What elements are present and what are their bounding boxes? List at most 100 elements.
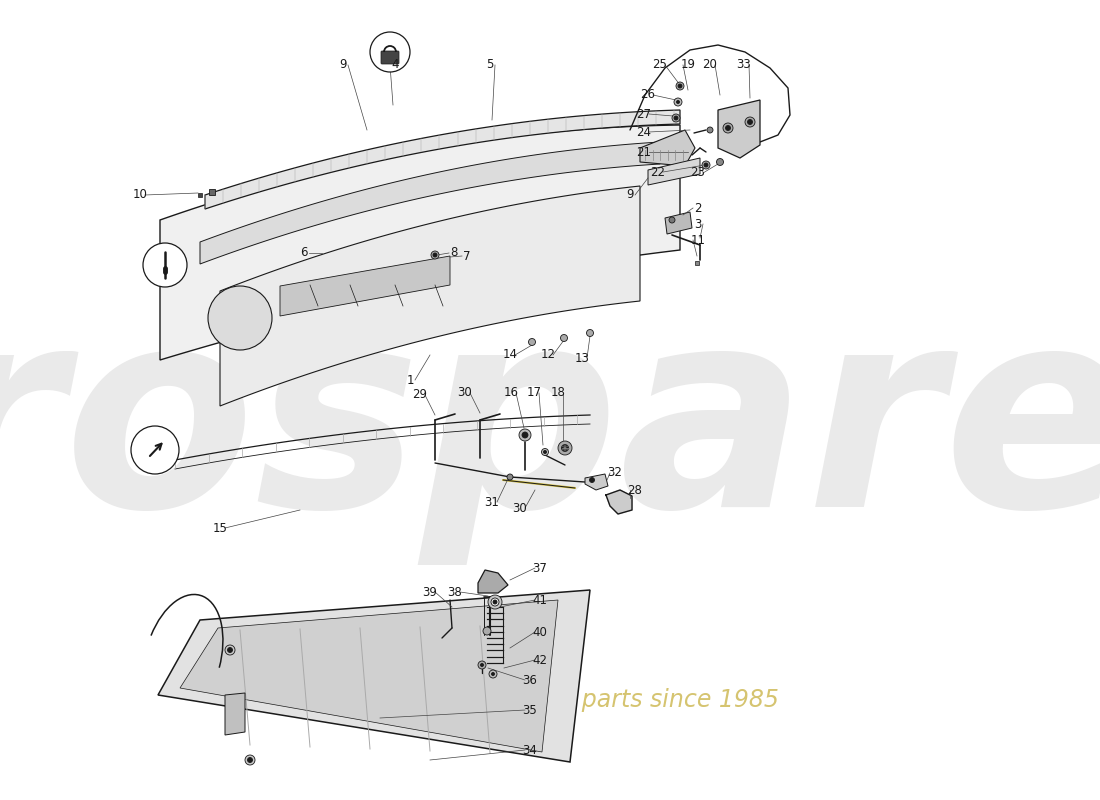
Text: 30: 30 — [513, 502, 527, 514]
Circle shape — [678, 84, 682, 88]
Circle shape — [431, 251, 439, 259]
Circle shape — [228, 647, 232, 653]
Text: 40: 40 — [532, 626, 548, 638]
Polygon shape — [226, 693, 245, 735]
Text: 6: 6 — [300, 246, 308, 259]
Circle shape — [702, 161, 710, 169]
Polygon shape — [280, 256, 450, 316]
Polygon shape — [205, 110, 680, 209]
Circle shape — [704, 163, 708, 167]
Text: a passion for parts since 1985: a passion for parts since 1985 — [421, 688, 779, 712]
Text: 24: 24 — [637, 126, 651, 138]
Text: 7: 7 — [463, 250, 471, 262]
Circle shape — [543, 450, 547, 454]
Circle shape — [370, 32, 410, 72]
Circle shape — [478, 661, 486, 669]
Polygon shape — [585, 474, 608, 490]
Circle shape — [519, 429, 531, 441]
Text: 36: 36 — [522, 674, 538, 686]
Text: 9: 9 — [626, 189, 634, 202]
Circle shape — [245, 755, 255, 765]
Text: 5: 5 — [486, 58, 494, 71]
Circle shape — [541, 449, 549, 455]
Circle shape — [492, 673, 495, 675]
Circle shape — [528, 338, 536, 346]
Circle shape — [131, 426, 179, 474]
Text: 30: 30 — [458, 386, 472, 399]
Circle shape — [488, 595, 502, 609]
Circle shape — [493, 600, 497, 604]
Text: 10: 10 — [133, 189, 147, 202]
Text: 11: 11 — [691, 234, 705, 246]
Circle shape — [490, 670, 497, 678]
Circle shape — [522, 432, 528, 438]
Text: 32: 32 — [607, 466, 623, 479]
Text: 29: 29 — [412, 389, 428, 402]
Text: 23: 23 — [691, 166, 705, 179]
Circle shape — [586, 330, 594, 337]
Polygon shape — [666, 212, 692, 234]
Text: 31: 31 — [485, 495, 499, 509]
Circle shape — [561, 445, 569, 451]
Text: 4: 4 — [392, 58, 398, 71]
Circle shape — [748, 119, 752, 125]
Circle shape — [491, 598, 499, 606]
Circle shape — [669, 217, 675, 223]
Circle shape — [561, 334, 568, 342]
Text: 3: 3 — [694, 218, 702, 230]
Circle shape — [723, 123, 733, 133]
FancyBboxPatch shape — [381, 51, 399, 64]
Circle shape — [483, 627, 491, 635]
Circle shape — [672, 114, 680, 122]
Polygon shape — [220, 186, 640, 406]
Text: 28: 28 — [628, 483, 642, 497]
Circle shape — [481, 663, 484, 666]
Circle shape — [674, 116, 678, 120]
Text: 21: 21 — [637, 146, 651, 158]
Text: 18: 18 — [551, 386, 565, 399]
Text: 12: 12 — [540, 349, 556, 362]
Circle shape — [208, 286, 272, 350]
Text: 1: 1 — [406, 374, 414, 386]
Text: 13: 13 — [574, 351, 590, 365]
Circle shape — [676, 82, 684, 90]
Circle shape — [674, 98, 682, 106]
Circle shape — [745, 117, 755, 127]
Text: 39: 39 — [422, 586, 438, 598]
Circle shape — [716, 158, 724, 166]
Circle shape — [590, 478, 594, 482]
Polygon shape — [718, 100, 760, 158]
Text: 37: 37 — [532, 562, 548, 574]
Polygon shape — [180, 600, 558, 752]
Text: 9: 9 — [339, 58, 346, 71]
Circle shape — [433, 253, 437, 257]
Polygon shape — [160, 125, 680, 360]
Text: 42: 42 — [532, 654, 548, 666]
Text: 22: 22 — [650, 166, 666, 178]
Circle shape — [248, 758, 253, 762]
Polygon shape — [478, 570, 508, 593]
Circle shape — [558, 441, 572, 455]
Text: 8: 8 — [450, 246, 458, 259]
Polygon shape — [648, 158, 700, 185]
Text: 16: 16 — [504, 386, 518, 399]
Text: 15: 15 — [212, 522, 228, 534]
Text: 20: 20 — [703, 58, 717, 71]
Text: 26: 26 — [640, 89, 656, 102]
Circle shape — [143, 243, 187, 287]
Text: 14: 14 — [503, 349, 517, 362]
Text: 27: 27 — [637, 107, 651, 121]
Circle shape — [707, 127, 713, 133]
Text: 33: 33 — [737, 58, 751, 71]
Text: 2: 2 — [694, 202, 702, 214]
Circle shape — [676, 101, 680, 103]
Polygon shape — [200, 142, 660, 264]
Text: 17: 17 — [527, 386, 541, 399]
Text: 38: 38 — [448, 586, 462, 598]
Text: 34: 34 — [522, 743, 538, 757]
Circle shape — [507, 474, 513, 480]
Polygon shape — [640, 130, 695, 166]
Text: 19: 19 — [681, 58, 695, 71]
Circle shape — [226, 645, 235, 655]
Text: 35: 35 — [522, 703, 538, 717]
